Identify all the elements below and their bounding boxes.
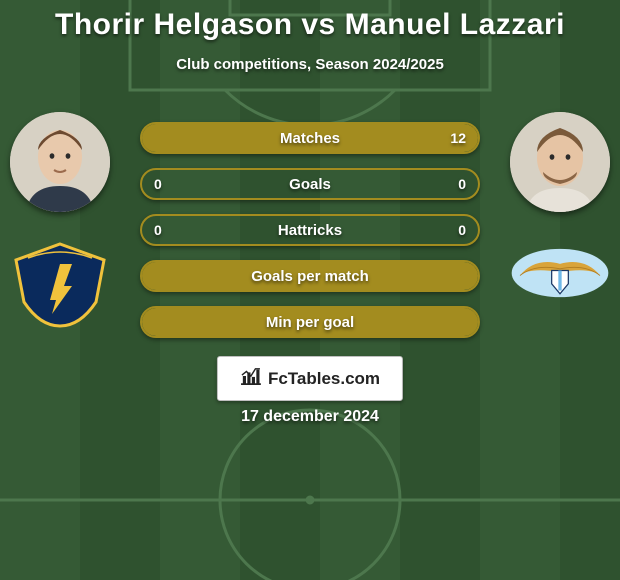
stat-bar: Goals0 0	[140, 168, 480, 200]
bar-chart-icon	[240, 367, 262, 390]
stat-bar-value-right: 0	[458, 170, 466, 198]
stat-bar: Goals per match	[140, 260, 480, 292]
right-player-column	[500, 112, 620, 304]
watermark-badge: FcTables.com	[217, 356, 403, 401]
page-title: Thorir Helgason vs Manuel Lazzari	[0, 8, 620, 42]
stat-bar-label: Matches	[142, 124, 478, 152]
stat-bar-value-left: 0	[154, 170, 162, 198]
left-player-column	[0, 112, 120, 328]
stat-bar-label: Goals per match	[142, 262, 478, 290]
subtitle: Club competitions, Season 2024/2025	[0, 56, 620, 73]
stat-bar: Matches12	[140, 122, 480, 154]
stat-bars: Matches12Goals00Hattricks00Goals per mat…	[140, 122, 480, 338]
left-club-crest	[10, 242, 110, 328]
stat-bar: Min per goal	[140, 306, 480, 338]
left-player-avatar	[10, 112, 110, 212]
stat-bar-label: Hattricks	[142, 216, 478, 244]
right-club-crest	[510, 242, 610, 304]
stat-bar-value-right: 0	[458, 216, 466, 244]
stat-bar-value-right: 12	[450, 124, 466, 152]
watermark-text: FcTables.com	[268, 369, 380, 389]
infographic-date: 17 december 2024	[0, 408, 620, 426]
stat-bar: Hattricks0 0	[140, 214, 480, 246]
stat-bar-label: Min per goal	[142, 308, 478, 336]
right-player-avatar	[510, 112, 610, 212]
stat-bar-value-left: 0	[154, 216, 162, 244]
stat-bar-label: Goals	[142, 170, 478, 198]
